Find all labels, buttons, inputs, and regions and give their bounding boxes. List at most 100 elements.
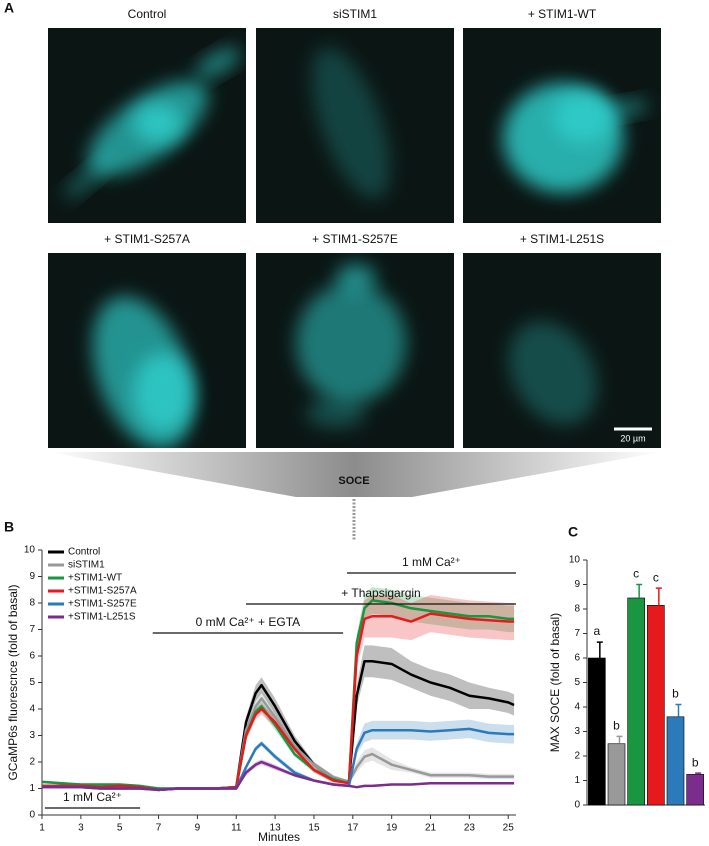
bar	[686, 774, 704, 806]
x-tick-label: 19	[386, 823, 398, 834]
x-tick-label: 15	[308, 823, 320, 834]
error-bar	[655, 587, 662, 606]
micrograph	[463, 253, 661, 448]
y-tick-label: 5	[574, 677, 580, 688]
funnel	[48, 452, 661, 497]
micrograph	[256, 253, 454, 448]
y-tick-label: 10	[24, 545, 36, 556]
x-tick-label: 7	[156, 823, 162, 834]
y-tick-label: 9	[574, 579, 580, 590]
image-label: + STIM1-S257E	[312, 232, 398, 246]
cell	[508, 321, 598, 425]
error-bar	[596, 641, 603, 658]
y-tick-label: 8	[574, 604, 580, 615]
y-axis-label: MAX SOCE (fold of basal)	[548, 613, 562, 752]
y-tick-label: 5	[29, 677, 35, 688]
error-bar	[616, 735, 623, 744]
y-tick-label: 2	[29, 757, 35, 768]
x-tick-label: 11	[231, 823, 242, 834]
error-band	[42, 587, 515, 790]
bar	[647, 605, 665, 806]
panel-letter: B	[4, 519, 14, 535]
legend-label: +STIM1-S257E	[68, 599, 137, 610]
panel-letter: C	[568, 524, 578, 540]
x-axis-label: Minutes	[258, 830, 300, 844]
x-tick-label: 21	[425, 823, 437, 834]
significance-letter: b	[692, 755, 699, 769]
error-band	[42, 719, 515, 792]
y-tick-label: 7	[29, 624, 35, 635]
image-label: + STIM1-S257A	[104, 232, 190, 246]
y-tick-label: 4	[29, 704, 35, 715]
image-label: + STIM1-WT	[528, 7, 597, 21]
y-tick-label: 7	[574, 628, 580, 639]
error-band	[42, 645, 515, 792]
x-tick-label: 9	[195, 823, 201, 834]
y-tick-label: 0	[574, 800, 580, 811]
micrograph	[463, 28, 661, 223]
annotation-label: 1 mM Ca²⁺	[402, 555, 461, 569]
significance-letter: a	[593, 624, 600, 638]
error-bar	[675, 703, 682, 717]
series-line	[42, 760, 515, 792]
cell	[306, 398, 366, 428]
significance-letter: c	[653, 570, 659, 584]
y-tick-label: 1	[29, 783, 35, 794]
series-line	[42, 612, 515, 792]
annotation-label: 0 mM Ca²⁺ + EGTA	[196, 615, 300, 629]
cell	[553, 93, 613, 143]
error-bar	[636, 583, 643, 598]
y-tick-label: 0	[29, 810, 35, 821]
x-tick-label: 13	[270, 823, 282, 834]
cell	[133, 103, 183, 143]
legend-label: +STIM1-L251S	[68, 612, 136, 623]
legend-label: Control	[68, 547, 100, 558]
soce-label: SOCE	[338, 475, 369, 487]
y-tick-label: 3	[574, 726, 580, 737]
cell	[64, 157, 112, 199]
bar	[588, 657, 606, 806]
y-tick-label: 10	[569, 555, 581, 566]
error-bar	[695, 772, 702, 775]
micrograph	[48, 253, 246, 448]
micrograph	[256, 28, 454, 223]
x-tick-label: 25	[503, 823, 515, 834]
image-label: siSTIM1	[333, 7, 377, 21]
x-tick-label: 5	[117, 823, 123, 834]
panel-letter: A	[4, 0, 14, 16]
annotation-label: 1 mM Ca²⁺	[63, 790, 122, 804]
y-tick-label: 3	[29, 730, 35, 741]
legend-label: +STIM1-WT	[68, 573, 122, 584]
y-tick-label: 2	[574, 751, 580, 762]
series-line	[41, 599, 515, 790]
y-tick-label: 4	[574, 702, 580, 713]
scale-bar-label: 20 µm	[620, 433, 645, 443]
bar	[607, 743, 626, 806]
annotation-label: + Thapsigargin	[341, 586, 421, 600]
legend-label: +STIM1-S257A	[68, 586, 137, 597]
y-tick-label: 8	[29, 598, 35, 609]
y-tick-label: 9	[29, 571, 35, 582]
cell	[336, 263, 376, 293]
y-axis-label: GCaMP6s fluorescnce (fold of basal)	[6, 584, 20, 780]
significance-letter: b	[672, 687, 679, 701]
image-label: Control	[128, 7, 167, 21]
cell	[133, 353, 193, 433]
cell	[195, 47, 241, 79]
significance-letter: b	[613, 719, 620, 733]
y-tick-label: 1	[574, 775, 580, 786]
x-tick-label: 17	[347, 823, 359, 834]
image-label: + STIM1-L251S	[520, 232, 604, 246]
x-tick-label: 1	[39, 823, 45, 834]
legend-label: siSTIM1	[68, 560, 105, 571]
y-tick-label: 6	[29, 651, 35, 662]
significance-letter: c	[633, 567, 639, 581]
x-tick-label: 3	[78, 823, 84, 834]
bar	[627, 597, 645, 806]
x-tick-label: 23	[464, 823, 476, 834]
cell	[608, 99, 648, 117]
y-tick-label: 6	[574, 653, 580, 664]
cell	[296, 283, 406, 403]
cell	[311, 47, 391, 199]
